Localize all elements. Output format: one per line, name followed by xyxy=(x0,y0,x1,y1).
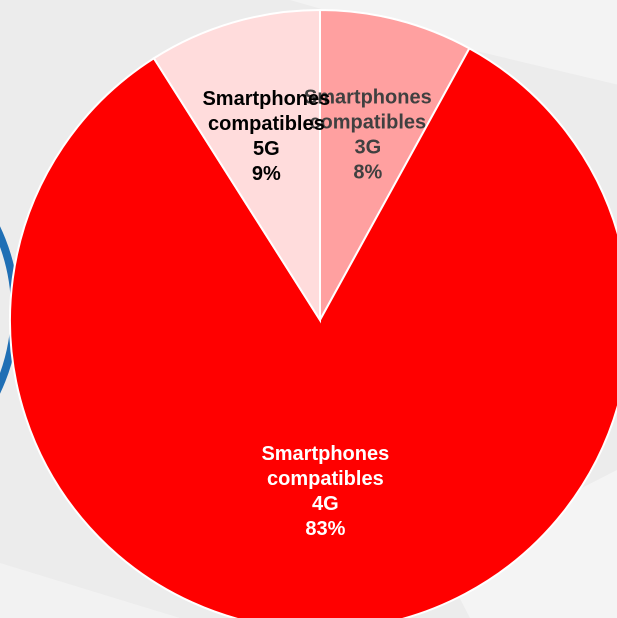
slice-value-label: 9% xyxy=(252,163,281,185)
slice-label-line: compatibles xyxy=(309,111,426,133)
slice-label-line: compatibles xyxy=(208,113,325,135)
slice-labels: Smartphonescompatibles3G8%Smartphonescom… xyxy=(202,86,431,540)
slice-value-label: 8% xyxy=(353,161,382,183)
pie-slices xyxy=(9,8,617,618)
slice-label-4g: Smartphones compatibles 4G 83% xyxy=(261,443,389,540)
slice-label-line: 4G xyxy=(312,493,339,515)
slice-value-label: 83% xyxy=(305,518,345,540)
pie-slice-3g xyxy=(319,8,471,321)
slice-label-line: Smartphones xyxy=(202,88,330,110)
slice-label-line: Smartphones xyxy=(261,443,389,465)
slice-label-line: compatibles xyxy=(267,468,384,490)
slice-label-3g: Smartphones compatibles 3G 8% xyxy=(304,86,432,183)
pie-slice-5g xyxy=(152,8,321,324)
slice-label-line: 5G xyxy=(253,138,280,160)
pie-slice-4g xyxy=(9,46,617,618)
slice-label-line: 3G xyxy=(354,136,381,158)
background-shape-2 xyxy=(0,563,180,618)
slice-label-5g: Smartphones compatibles 5G 9% xyxy=(202,88,330,185)
slice-label-line: Smartphones xyxy=(304,86,432,108)
